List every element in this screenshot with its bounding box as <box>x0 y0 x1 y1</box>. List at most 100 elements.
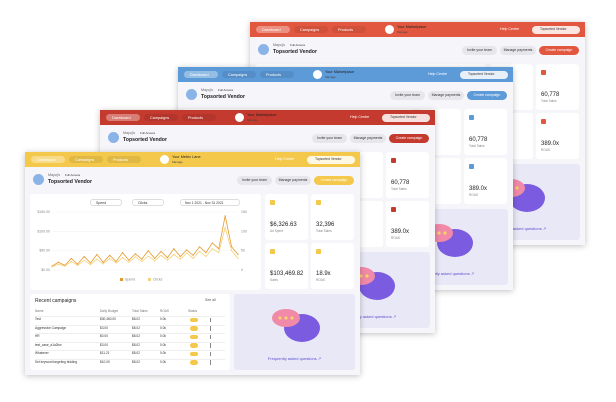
nav-tab[interactable]: Campaigns <box>144 114 178 121</box>
action-button[interactable]: Create campaign <box>389 134 429 143</box>
action-button[interactable]: Manage payments <box>350 134 386 143</box>
nav-tab[interactable]: Campaigns <box>69 156 103 163</box>
help-link[interactable]: Help Centre <box>428 72 448 76</box>
store-manage[interactable]: Manage <box>247 117 258 122</box>
series-point <box>77 263 79 265</box>
legend-swatch <box>148 278 151 281</box>
table-cell: 0.0k <box>160 334 167 338</box>
nav-tab[interactable]: Products <box>182 114 216 121</box>
store-logo <box>160 155 169 164</box>
faq-link[interactable]: Frequently asked questions ↗ <box>420 271 475 276</box>
action-button[interactable]: Invite your team <box>237 176 272 185</box>
table-cell: $8.02 <box>132 334 140 338</box>
see-all-link[interactable]: See all <box>205 298 216 302</box>
column-header: Name <box>35 309 44 313</box>
series-point <box>83 255 85 258</box>
store-manage[interactable]: Manage <box>397 29 408 34</box>
store-manage[interactable]: Manage <box>325 74 336 79</box>
access-level: Full Access <box>140 131 156 135</box>
vendor-menu[interactable]: Topsorted Vendor <box>382 113 430 122</box>
series-point <box>166 259 169 261</box>
table-cell: $10.00 <box>100 359 110 364</box>
status-toggle[interactable] <box>190 343 198 348</box>
action-button[interactable]: Create campaign <box>467 91 507 100</box>
action-button[interactable]: Create campaign <box>539 46 579 55</box>
series-point <box>102 263 104 265</box>
row-menu[interactable] <box>210 343 211 348</box>
nav-tab[interactable]: Dashboard <box>256 26 290 33</box>
series-point <box>186 252 188 254</box>
status-toggle[interactable] <box>190 317 198 322</box>
date-picker[interactable]: Nov 1 2021 - Nov 31 2021 <box>180 199 240 206</box>
status-toggle[interactable] <box>190 326 198 331</box>
nav-tab[interactable]: Dashboard <box>31 156 65 163</box>
action-button[interactable]: Manage payments <box>428 91 464 100</box>
series-point <box>154 260 156 262</box>
series-point <box>83 259 85 261</box>
series-point <box>160 254 162 256</box>
table-cell: Set keyword targeting bidding <box>35 359 77 364</box>
bubble-dot <box>437 231 441 235</box>
table-cell: Whatever <box>35 351 49 355</box>
faq-link[interactable]: Frequently asked questions ↗ <box>267 356 322 361</box>
series-point <box>109 257 111 259</box>
action-button[interactable]: Invite your team <box>390 91 425 100</box>
series-point <box>77 264 79 266</box>
chart-panel: Spend Clicks Nov 1 2021 - Nov 31 2021 $0.00… <box>30 194 261 290</box>
nav-tab[interactable]: Campaigns <box>294 26 328 33</box>
y2-tick-label: 100 <box>241 229 247 233</box>
top-nav: Dashboard Campaigns Products Your Metric La… <box>25 152 360 167</box>
y2-tick-label: 150 <box>241 210 247 214</box>
y-tick-label: $0.00 <box>41 268 50 272</box>
store-name: Your Marketplace <box>325 69 355 74</box>
status-toggle[interactable] <box>190 334 198 339</box>
store-name: Your Marketplace <box>397 24 427 29</box>
status-toggle[interactable] <box>190 351 198 356</box>
nav-tab[interactable]: Dashboard <box>106 114 140 121</box>
series-point <box>192 254 194 256</box>
action-button[interactable]: Manage payments <box>275 176 311 185</box>
row-menu[interactable] <box>210 317 211 322</box>
series-point <box>179 258 181 260</box>
nav-tab[interactable]: Products <box>332 26 366 33</box>
table-cell: test_case_a1a2bw <box>35 342 62 347</box>
store-name: Your Marketplace <box>247 112 277 117</box>
faq-illustration <box>272 309 320 342</box>
row-menu[interactable] <box>210 334 211 339</box>
profile-avatar <box>186 89 197 100</box>
row-menu[interactable] <box>210 351 211 356</box>
metric-select[interactable]: Spend <box>90 199 122 206</box>
faq-link[interactable]: Frequently asked questions ↗ <box>342 314 397 319</box>
stat-label: ROAS <box>541 148 551 152</box>
faq-link[interactable]: Frequently asked questions ↗ <box>492 226 547 231</box>
help-link[interactable]: Help Centre <box>350 115 370 119</box>
nav-tab[interactable]: Dashboard <box>184 71 218 78</box>
vendor-menu[interactable]: Topsorted Vendor <box>532 25 580 34</box>
series-point <box>89 263 92 266</box>
series-point <box>70 257 72 259</box>
action-button[interactable]: Invite your team <box>462 46 497 55</box>
nav-tab[interactable]: Products <box>107 156 141 163</box>
app-window: Dashboard Campaigns Products Your Metric La… <box>25 152 360 375</box>
nav-tab[interactable]: Campaigns <box>222 71 256 78</box>
help-link[interactable]: Help Centre <box>500 27 520 31</box>
series-point <box>64 265 66 267</box>
row-menu[interactable] <box>210 326 211 331</box>
column-header: Daily Budget <box>100 309 119 313</box>
legend-label: Clicks <box>153 278 163 282</box>
profile-avatar <box>108 132 119 143</box>
series-point <box>141 258 143 260</box>
user-name: Mayuj's <box>201 88 214 92</box>
help-link[interactable]: Help Centre <box>275 157 295 161</box>
metric-select[interactable]: Clicks <box>132 199 164 206</box>
status-toggle[interactable] <box>190 360 198 365</box>
action-button[interactable]: Invite your team <box>312 134 347 143</box>
vendor-menu[interactable]: Topsorted Vendor <box>460 70 508 79</box>
stat-value: 60,778 <box>541 92 560 98</box>
row-menu[interactable] <box>210 360 211 365</box>
action-button[interactable]: Manage payments <box>500 46 536 55</box>
action-button[interactable]: Create campaign <box>314 176 354 185</box>
nav-tab[interactable]: Products <box>260 71 294 78</box>
store-manage[interactable]: Manage <box>172 159 183 164</box>
vendor-menu[interactable]: Topsorted Vendor <box>307 155 355 164</box>
